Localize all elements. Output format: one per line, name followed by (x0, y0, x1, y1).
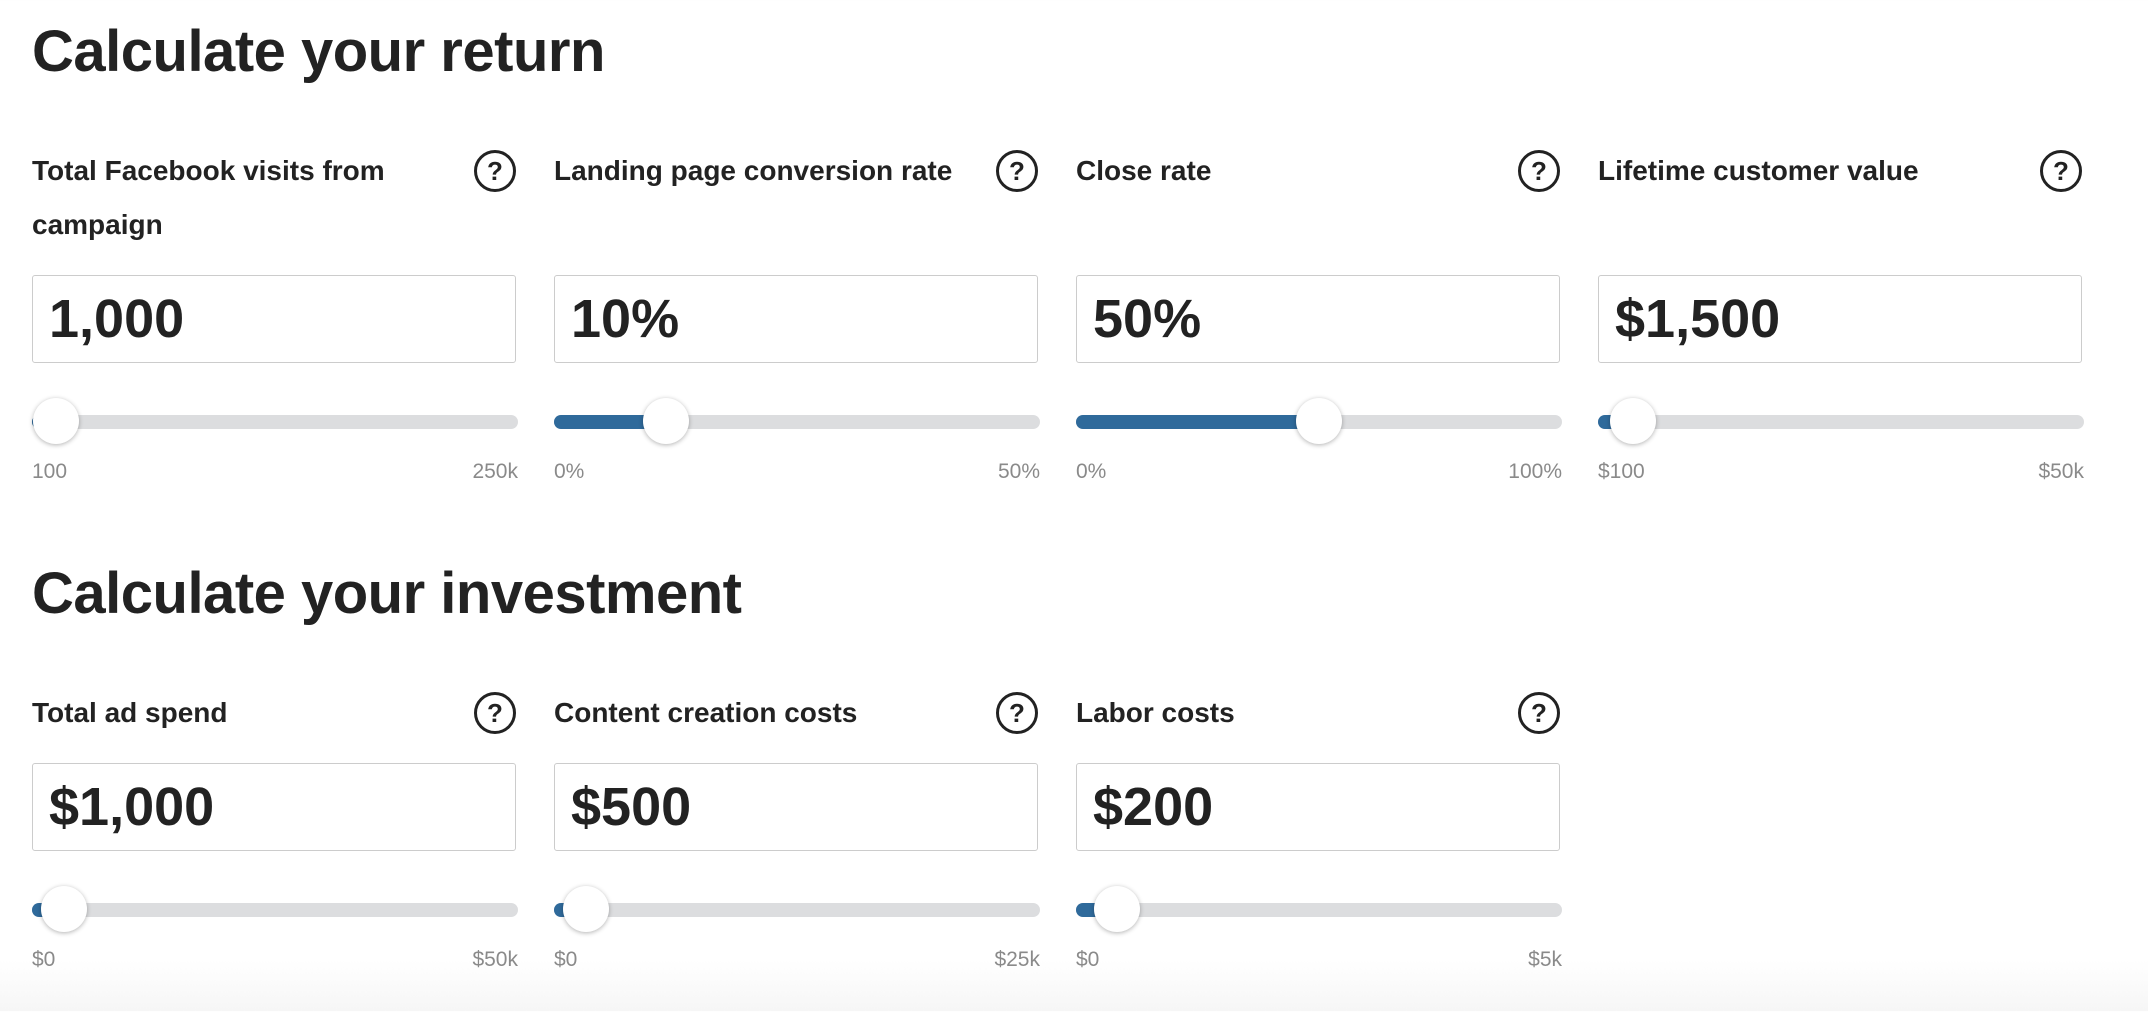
slider-max: $25k (994, 948, 1040, 971)
value-input[interactable]: 1,000 (32, 275, 516, 363)
slider-min: 100 (32, 460, 68, 483)
slider-thumb[interactable] (642, 398, 689, 444)
value-input[interactable]: $1,500 (1598, 275, 2082, 363)
value-text: $1,500 (1615, 289, 1781, 349)
slider[interactable] (32, 886, 518, 932)
slider-thumb[interactable] (1610, 398, 1657, 444)
slider[interactable] (1598, 398, 2084, 444)
value-text: $500 (571, 777, 692, 837)
slider-thumb[interactable] (33, 398, 80, 444)
field-label: Total ad spend (32, 697, 228, 728)
slider-max: $5k (1528, 948, 1562, 971)
slider-fill (554, 415, 666, 429)
value-text: 1,000 (49, 289, 185, 349)
input-field: Total Facebook visits from campaign? 1,00… (32, 144, 518, 484)
slider[interactable] (554, 398, 1040, 444)
slider-max: 50% (997, 460, 1040, 483)
field-label: Landing page conversion rate (554, 155, 953, 186)
value-input[interactable]: $200 (1076, 763, 1560, 851)
field-label: Lifetime customer value (1598, 155, 1919, 186)
slider-max: 250k (472, 460, 518, 483)
input-field: Content creation costs? $500 $0 $25k (554, 686, 1040, 1026)
help-icon[interactable]: ? (1518, 692, 1560, 734)
help-icon[interactable]: ? (474, 150, 516, 192)
help-icon[interactable]: ? (1518, 150, 1560, 192)
slider[interactable] (32, 398, 518, 444)
value-text: $1,000 (49, 777, 215, 837)
help-icon[interactable]: ? (2040, 150, 2082, 192)
slider-min: 0% (554, 460, 585, 483)
slider-min: $0 (1076, 948, 1100, 971)
slider[interactable] (1076, 398, 1562, 444)
slider-min: 0% (1076, 460, 1107, 483)
slider-min: $0 (554, 948, 578, 971)
value-text: 50% (1093, 289, 1202, 349)
slider-min: $100 (1598, 460, 1645, 483)
value-input[interactable]: 10% (554, 275, 1038, 363)
input-field: Landing page conversion rate? 10% 0% 50% (554, 144, 1040, 484)
slider[interactable] (554, 886, 1040, 932)
section-title: Calculate your investment (32, 561, 742, 626)
input-field: Close rate? 50% 0% 100% (1076, 144, 1562, 484)
value-input[interactable]: $1,000 (32, 763, 516, 851)
input-field: Labor costs? $200 $0 $5k (1076, 686, 1562, 1026)
slider-min: $0 (32, 948, 56, 971)
help-icon[interactable]: ? (474, 692, 516, 734)
slider-thumb[interactable] (562, 886, 609, 932)
slider-thumb[interactable] (1296, 398, 1342, 444)
slider-thumb[interactable] (1094, 886, 1141, 932)
slider-fill (1076, 415, 1319, 429)
input-field: Total ad spend? $1,000 $0 $50k (32, 686, 518, 1026)
slider-max: $50k (2038, 460, 2084, 483)
field-label: Content creation costs (554, 697, 858, 728)
input-field: Lifetime customer value? $1,500 $100 $50k (1598, 144, 2084, 484)
value-text: $200 (1093, 777, 1214, 837)
slider[interactable] (1076, 886, 1562, 932)
field-label: Total Facebook visits from campaign (32, 155, 385, 240)
slider-max: $50k (472, 948, 518, 971)
value-text: 10% (571, 289, 680, 349)
help-icon[interactable]: ? (996, 692, 1038, 734)
field-label: Labor costs (1076, 697, 1235, 728)
section-title: Calculate your return (32, 19, 605, 84)
value-input[interactable]: 50% (1076, 275, 1560, 363)
field-label: Close rate (1076, 155, 1212, 186)
help-icon[interactable]: ? (996, 150, 1038, 192)
slider-max: 100% (1508, 460, 1562, 483)
value-input[interactable]: $500 (554, 763, 1038, 851)
slider-thumb[interactable] (40, 886, 87, 932)
